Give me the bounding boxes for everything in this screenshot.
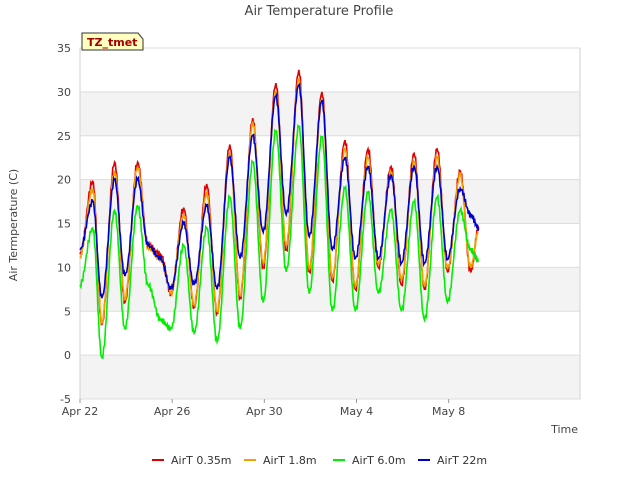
y-axis-label: Air Termperature (C) [7, 169, 20, 281]
band [80, 311, 580, 356]
x-tick-label: Apr 30 [246, 405, 283, 418]
y-tick-label: 35 [57, 42, 71, 55]
y-tick-label: 15 [57, 218, 71, 231]
series-lines [79, 69, 480, 360]
legend-label: AirT 1.8m [263, 454, 317, 467]
chart-title: Air Temperature Profile [245, 4, 394, 19]
y-tick-label: 10 [57, 261, 71, 274]
band [80, 179, 580, 224]
legend: AirT 0.35m AirT 1.8m AirT 6.0m AirT 22m [152, 454, 487, 467]
x-axis-ticks: Apr 22 Apr 26 Apr 30 May 4 May 8 [62, 399, 465, 418]
y-tick-label: 20 [57, 174, 71, 187]
band [80, 355, 580, 399]
y-tick-label: 30 [57, 86, 71, 99]
tz-badge-box [81, 32, 144, 51]
band [80, 91, 580, 136]
band [80, 135, 580, 180]
y-tick-label: 25 [57, 130, 71, 143]
tz-badge: TZ_tmet [81, 32, 144, 51]
y-tick-label: 0 [64, 349, 71, 362]
x-tick-label: Apr 26 [154, 405, 191, 418]
y-tick-label: 5 [64, 305, 71, 318]
legend-label: AirT 6.0m [352, 454, 406, 467]
legend-label: AirT 22m [437, 454, 487, 467]
series-line-3 [79, 82, 480, 299]
tz-badge-text: TZ_tmet [87, 36, 137, 49]
y-axis-ticks: -5 0 5 10 15 20 25 30 35 [57, 42, 71, 406]
x-tick-label: May 8 [432, 405, 465, 418]
series-line-2 [79, 123, 480, 360]
x-axis-label: Time [550, 423, 578, 436]
x-tick-label: Apr 22 [62, 405, 99, 418]
band [80, 48, 580, 92]
x-tick-label: May 4 [340, 405, 373, 418]
y-tick-label: -5 [60, 393, 71, 406]
legend-label: AirT 0.35m [171, 454, 232, 467]
